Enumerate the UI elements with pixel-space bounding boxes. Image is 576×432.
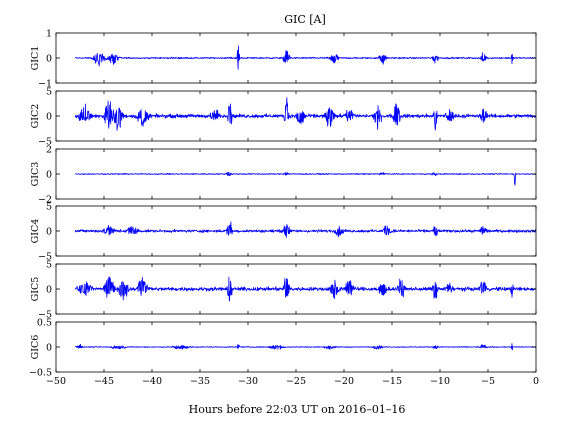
figure-title: GIC [A] [284, 13, 326, 26]
trace-gic6 [74, 343, 537, 351]
y-axis-label: GIC3 [30, 162, 41, 187]
panel-gic6: −0.5 0 0.5 GIC6 [29, 318, 537, 379]
x-tick-label: −30 [238, 376, 258, 387]
y-tick-label: 0 [46, 285, 52, 296]
panel-gic2: −5 0 5 GIC2 [30, 87, 537, 148]
panel-gic5: −5 0 5 GIC5 [30, 260, 537, 321]
x-tick-label: −15 [382, 376, 402, 387]
trace-gic3 [74, 171, 537, 186]
y-tick-label: 5 [46, 87, 52, 98]
y-tick-label: 0.5 [37, 318, 52, 329]
y-tick-label: 1 [46, 29, 52, 40]
y-tick-label: 5 [46, 260, 52, 271]
y-axis-label: GIC5 [30, 277, 41, 302]
panel-gic1: −1 0 1 GIC1 [30, 29, 537, 90]
y-axis-label: GIC2 [30, 104, 41, 129]
y-tick-label: 0 [46, 112, 52, 123]
x-tick-label: −25 [286, 376, 306, 387]
y-axis-label: GIC6 [30, 335, 41, 360]
panel-gic4: −5 0 5 GIC4 [30, 202, 537, 263]
y-tick-label: −5 [38, 252, 52, 263]
trace-gic5 [74, 276, 537, 302]
panel-gic3: −2 0 2 GIC3 [30, 145, 537, 206]
trace-gic2 [74, 97, 537, 131]
y-tick-label: 2 [46, 145, 52, 156]
y-tick-label: −0.5 [29, 368, 52, 379]
y-axis-label: GIC1 [30, 46, 41, 71]
y-tick-label: −2 [38, 195, 52, 206]
x-tick-label: −5 [481, 376, 495, 387]
x-tick-label: −40 [142, 376, 162, 387]
y-tick-label: 0 [46, 54, 52, 65]
trace-gic1 [74, 45, 537, 70]
y-tick-label: −5 [38, 310, 52, 321]
trace-gic4 [74, 221, 537, 238]
y-tick-label: 0 [46, 170, 52, 181]
x-tick-label: −45 [94, 376, 114, 387]
x-tick-label: −35 [190, 376, 210, 387]
y-tick-label: 0 [46, 227, 52, 238]
y-tick-label: −5 [38, 137, 52, 148]
x-tick-label: −10 [430, 376, 450, 387]
y-axis-label: GIC4 [30, 219, 41, 244]
y-tick-label: −1 [38, 79, 52, 90]
panels-group: −1 0 1 GIC1 −5 0 5 GIC2 −2 0 2 GIC3 −5 0 5 GIC4 −5 0 5 GIC5… [29, 29, 537, 379]
x-tick-label: 0 [533, 376, 539, 387]
x-tick-label: −20 [334, 376, 354, 387]
y-tick-label: 0 [46, 343, 52, 354]
y-tick-label: 5 [46, 202, 52, 213]
x-tick-labels: −50 −45 −40 −35 −30 −25 −20 −15 −10 −5 0 [46, 376, 539, 387]
x-axis-label: Hours before 22:03 UT on 2016–01–16 [189, 403, 406, 416]
x-tick-label: −50 [46, 376, 66, 387]
